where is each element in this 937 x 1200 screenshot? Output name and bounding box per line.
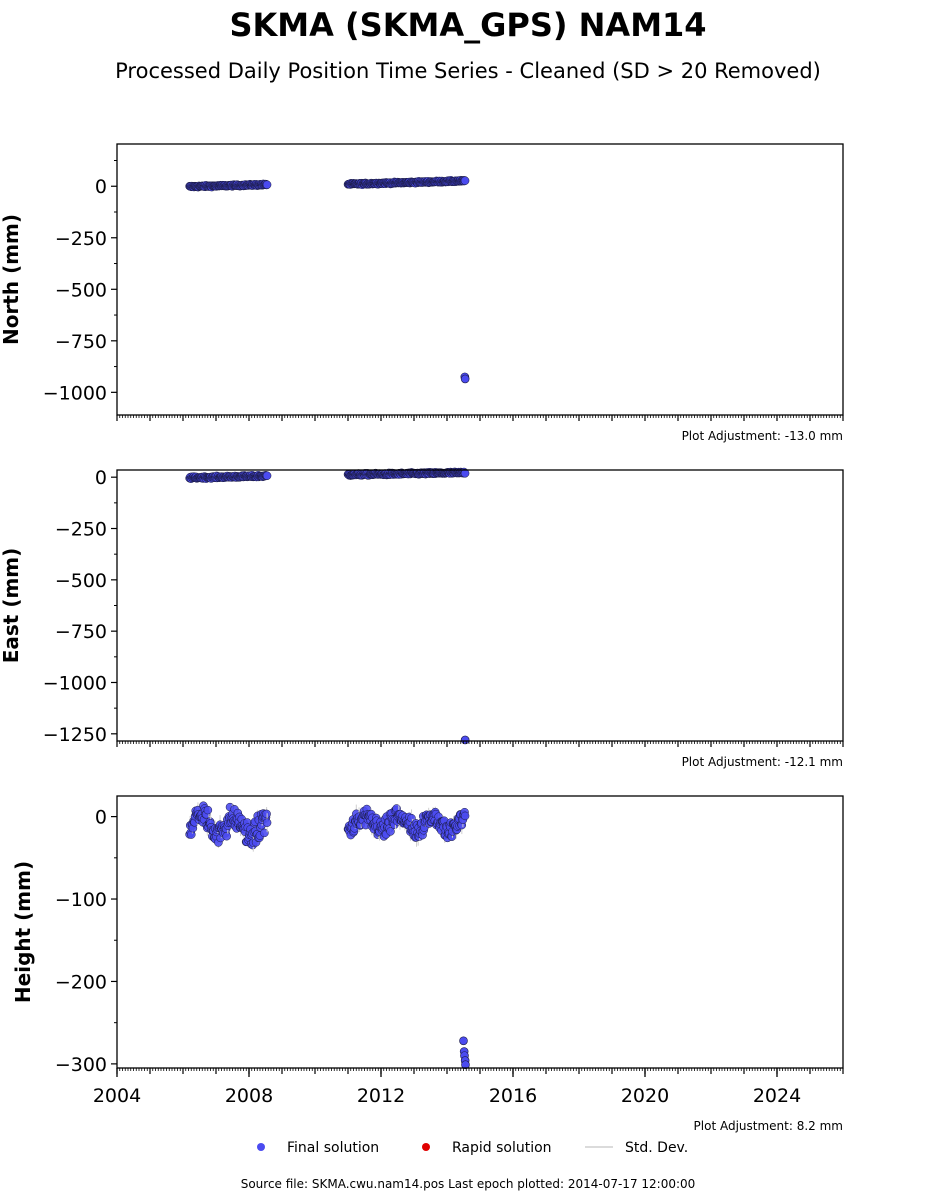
- final-point: [262, 180, 272, 189]
- final-point: [460, 469, 470, 478]
- legend-rapid-marker: [422, 1143, 430, 1151]
- source-text: Source file: SKMA.cwu.nam14.pos Last epo…: [241, 1177, 696, 1191]
- xtick-label: 2016: [489, 1085, 537, 1107]
- ytick-label: −1000: [43, 382, 107, 404]
- ytick-label: −750: [55, 621, 107, 643]
- final-point: [262, 818, 272, 827]
- ytick-label: 0: [95, 176, 107, 198]
- final-point: [203, 805, 213, 815]
- xtick-label: 2008: [225, 1085, 273, 1107]
- final-point: [262, 471, 272, 480]
- final-point: [262, 809, 271, 819]
- ytick-label: 0: [95, 467, 107, 489]
- legend-final-marker: [257, 1143, 265, 1151]
- final-point: [460, 176, 470, 185]
- legend-std-label: Std. Dev.: [625, 1140, 688, 1156]
- ylabel-2: Height (mm): [11, 861, 35, 1003]
- data-points-0: [185, 175, 470, 384]
- data-points-1: [185, 467, 470, 745]
- chart-title: SKMA (SKMA_GPS) NAM14: [229, 6, 706, 44]
- ytick-label: −750: [55, 331, 107, 353]
- final-point: [260, 828, 269, 838]
- ytick-label: −500: [55, 279, 107, 301]
- ytick-label: −300: [55, 1054, 107, 1076]
- outlier-point: [459, 1036, 468, 1046]
- xtick-label: 2012: [357, 1085, 405, 1107]
- ytick-label: −500: [55, 570, 107, 592]
- ytick-label: −250: [55, 519, 107, 541]
- panel-0: 0 −250 −500 −750 −1000 North (mm) Plot Adjustm…: [0, 143, 844, 443]
- ylabel-0: North (mm): [0, 214, 23, 345]
- chart-subtitle: Processed Daily Position Time Series - C…: [115, 59, 821, 83]
- plot-adjustment-1: Plot Adjustment: -12.1 mm: [682, 755, 843, 769]
- plot-frame-1: [116, 469, 844, 742]
- final-point: [386, 827, 395, 836]
- plot-adjustment-2: Plot Adjustment: 8.2 mm: [694, 1119, 843, 1133]
- data-points-2: [185, 801, 470, 1070]
- ytick-label: −200: [55, 971, 107, 993]
- ytick-label: −1250: [43, 724, 107, 746]
- ytick-label: −250: [55, 228, 107, 250]
- outlier-point: [460, 735, 470, 745]
- ytick-label: −1000: [43, 672, 107, 694]
- final-point: [460, 811, 470, 821]
- legend-final-label: Final solution: [287, 1140, 379, 1156]
- panel-1: 0 −250 −500 −750 −1000 −1250 East (mm) Plot Adj…: [0, 467, 844, 769]
- plot-adjustment-0: Plot Adjustment: -13.0 mm: [682, 429, 843, 443]
- legend-rapid-label: Rapid solution: [452, 1140, 552, 1156]
- xtick-label: 2024: [753, 1085, 801, 1107]
- outlier-point: [461, 1060, 470, 1070]
- outlier-point: [460, 374, 470, 384]
- ylabel-1: East (mm): [0, 548, 23, 664]
- ytick-label: −100: [55, 889, 107, 911]
- xtick-label: 2020: [621, 1085, 669, 1107]
- legend: Final solution Rapid solution Std. Dev.: [257, 1140, 688, 1156]
- ytick-label: 0: [95, 807, 107, 829]
- xtick-label: 2004: [93, 1085, 141, 1107]
- final-point: [222, 831, 231, 841]
- panel-2: 0 −100 −200 −300 2004 2008 2012 2016 2020 2024 Hei…: [11, 795, 844, 1133]
